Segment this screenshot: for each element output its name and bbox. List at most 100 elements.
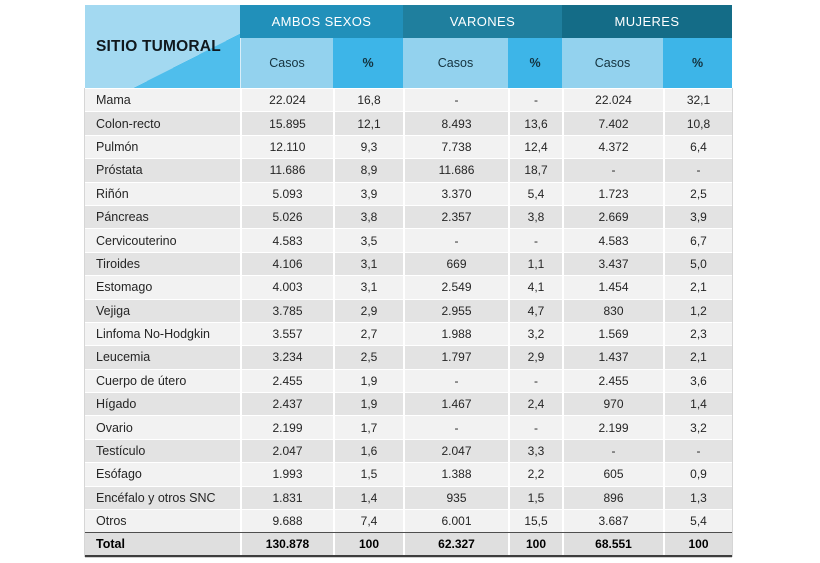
value-cell: 2.047: [240, 438, 333, 463]
value-cell: 6,7: [663, 228, 732, 252]
table-row: Hígado 2.437 1,9 1.467 2,4 970 1,4: [85, 392, 732, 416]
value-cell: 2.047: [403, 438, 508, 463]
value-cell: 9.688: [240, 509, 333, 533]
table-row: Estomago 4.003 3,1 2.549 4,1 1.454 2,1: [85, 275, 732, 299]
value-cell: 1.467: [403, 392, 508, 416]
value-cell: 4.106: [240, 251, 333, 276]
total-row: Total 130.878 100 62.327 100 68.551 100: [85, 532, 732, 557]
value-cell: 3.785: [240, 298, 333, 322]
value-cell: 4,7: [508, 298, 562, 322]
total-label: Total: [85, 533, 240, 555]
site-cell: Cuerpo de útero: [85, 368, 240, 393]
value-cell: 3,1: [333, 275, 403, 299]
value-cell: -: [508, 88, 562, 112]
value-cell: 5,4: [663, 509, 732, 533]
group-header-varones: VARONES: [403, 5, 562, 38]
value-cell: 2.549: [403, 275, 508, 299]
value-cell: 2.669: [562, 204, 663, 229]
value-cell: 10,8: [663, 111, 732, 135]
site-cell: Linfoma No-Hodgkin: [85, 321, 240, 346]
subheader-casos-mujeres: Casos: [562, 38, 663, 88]
site-cell: Cervicouterino: [85, 228, 240, 252]
value-cell: 3,1: [333, 251, 403, 276]
value-cell: 7,4: [333, 509, 403, 533]
value-cell: 12,4: [508, 134, 562, 159]
value-cell: -: [403, 415, 508, 439]
table-row: Colon-recto 15.895 12,1 8.493 13,6 7.402…: [85, 111, 732, 135]
value-cell: 4.583: [562, 228, 663, 252]
value-cell: 1,2: [663, 298, 732, 322]
site-cell: Próstata: [85, 158, 240, 182]
table-row: Linfoma No-Hodgkin 3.557 2,7 1.988 3,2 1…: [85, 321, 732, 346]
value-cell: 15.895: [240, 111, 333, 135]
total-pct-mujeres: 100: [663, 533, 732, 555]
table-row: Encéfalo y otros SNC 1.831 1,4 935 1,5 8…: [85, 485, 732, 510]
value-cell: 2,5: [333, 345, 403, 369]
value-cell: 2,9: [333, 298, 403, 322]
subheader-casos-ambos: Casos: [240, 38, 333, 88]
value-cell: 7.738: [403, 134, 508, 159]
site-cell: Esófago: [85, 462, 240, 486]
value-cell: 1.831: [240, 485, 333, 510]
value-cell: 3.557: [240, 321, 333, 346]
value-cell: 1,9: [333, 368, 403, 393]
value-cell: 1.723: [562, 181, 663, 205]
site-cell: Estomago: [85, 275, 240, 299]
value-cell: 2,2: [508, 462, 562, 486]
value-cell: 1.993: [240, 462, 333, 486]
table-row: Mama 22.024 16,8 - - 22.024 32,1: [85, 88, 732, 112]
value-cell: 11.686: [240, 158, 333, 182]
value-cell: 830: [562, 298, 663, 322]
value-cell: 22.024: [562, 88, 663, 112]
value-cell: 1,4: [663, 392, 732, 416]
value-cell: 4.583: [240, 228, 333, 252]
table-row: Pulmón 12.110 9,3 7.738 12,4 4.372 6,4: [85, 134, 732, 159]
subheader-pct-varones: %: [508, 38, 562, 88]
site-cell: Mama: [85, 88, 240, 112]
value-cell: 1.437: [562, 345, 663, 369]
value-cell: 3.687: [562, 509, 663, 533]
value-cell: -: [508, 368, 562, 393]
value-cell: 2.455: [240, 368, 333, 393]
group-header-mujeres: MUJERES: [562, 5, 732, 38]
site-cell: Pulmón: [85, 134, 240, 159]
value-cell: 1.569: [562, 321, 663, 346]
table-row: Tiroides 4.106 3,1 669 1,1 3.437 5,0: [85, 251, 732, 276]
value-cell: 9,3: [333, 134, 403, 159]
value-cell: 3,8: [508, 204, 562, 229]
value-cell: 2.455: [562, 368, 663, 393]
value-cell: 1,5: [508, 485, 562, 510]
table-row: Cuerpo de útero 2.455 1,9 - - 2.455 3,6: [85, 368, 732, 393]
table-body-section: Mama 22.024 16,8 - - 22.024 32,1 Colon-r…: [85, 88, 732, 557]
value-cell: 5,0: [663, 251, 732, 276]
table-row: Ovario 2.199 1,7 - - 2.199 3,2: [85, 415, 732, 439]
value-cell: 2,5: [663, 181, 732, 205]
value-cell: 1.454: [562, 275, 663, 299]
value-cell: 3.370: [403, 181, 508, 205]
value-cell: -: [403, 228, 508, 252]
value-cell: -: [663, 438, 732, 463]
total-casos-ambos: 130.878: [240, 533, 333, 555]
value-cell: 2,7: [333, 321, 403, 346]
value-cell: 3,9: [333, 181, 403, 205]
value-cell: 8.493: [403, 111, 508, 135]
value-cell: 8,9: [333, 158, 403, 182]
subheader-casos-varones: Casos: [403, 38, 508, 88]
value-cell: 1.797: [403, 345, 508, 369]
value-cell: 18,7: [508, 158, 562, 182]
value-cell: 1,3: [663, 485, 732, 510]
value-cell: 2,1: [663, 345, 732, 369]
site-cell: Leucemia: [85, 345, 240, 369]
subheader-pct-mujeres: %: [663, 38, 732, 88]
value-cell: 1.388: [403, 462, 508, 486]
site-cell: Tiroides: [85, 251, 240, 276]
group-header-ambos-sexos: AMBOS SEXOS: [240, 5, 403, 38]
value-cell: -: [562, 438, 663, 463]
table-row: Leucemia 3.234 2,5 1.797 2,9 1.437 2,1: [85, 345, 732, 369]
value-cell: 0,9: [663, 462, 732, 486]
value-cell: 970: [562, 392, 663, 416]
value-cell: 4.003: [240, 275, 333, 299]
value-cell: -: [403, 368, 508, 393]
value-cell: -: [562, 158, 663, 182]
value-cell: 1,5: [333, 462, 403, 486]
